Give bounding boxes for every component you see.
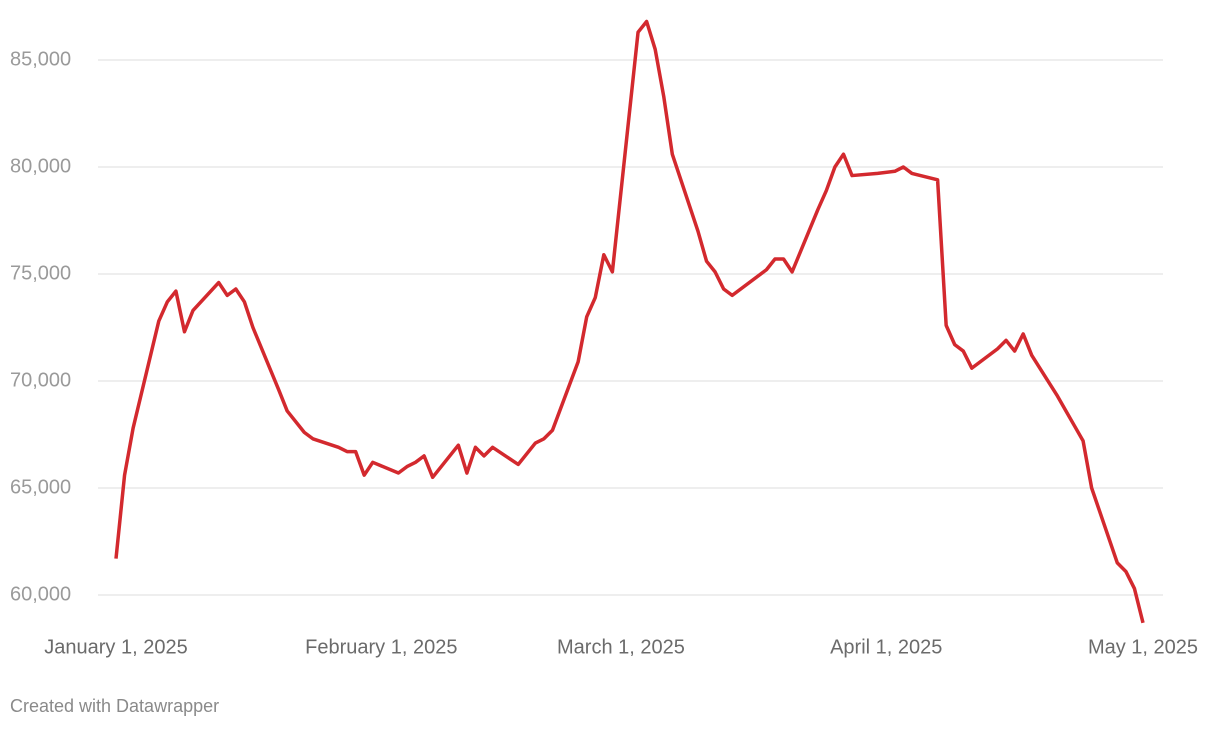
credit: Created with Datawrapper (10, 696, 219, 716)
y-tick-label: 80,000 (10, 155, 71, 177)
y-tick-label: 65,000 (10, 476, 71, 498)
x-tick-label: February 1, 2025 (305, 636, 457, 658)
y-tick-label: 60,000 (10, 583, 71, 605)
line (114, 19, 1145, 624)
x-tick-label: March 1, 2025 (557, 636, 685, 658)
y-tick-label: 70,000 (10, 369, 71, 391)
y-tick-label: 85,000 (10, 48, 71, 70)
x-tick-label: January 1, 2025 (44, 636, 187, 658)
x-tick-label: April 1, 2025 (830, 636, 942, 658)
x-tick-label: May 1, 2025 (1088, 636, 1198, 658)
y-tick-label: 75,000 (10, 262, 71, 284)
